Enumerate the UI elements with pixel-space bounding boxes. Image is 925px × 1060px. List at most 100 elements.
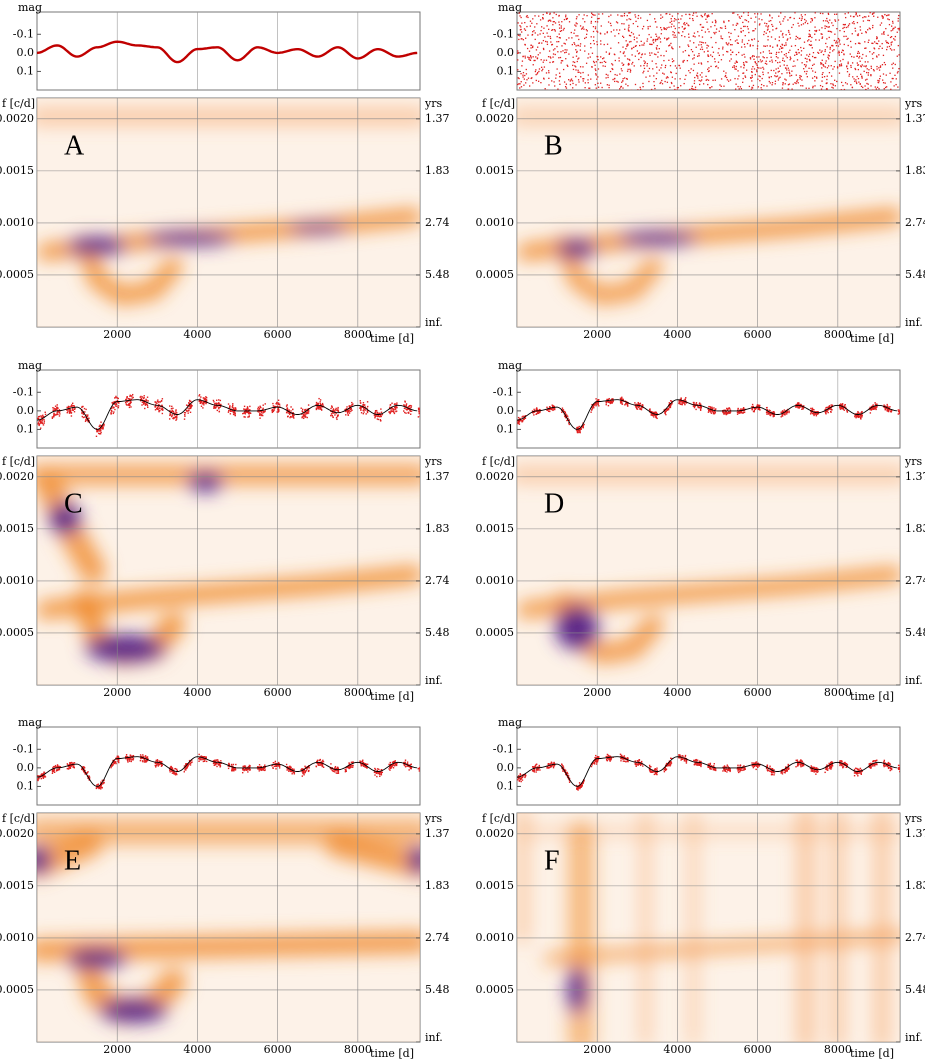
x-tick-label: 8000 [824,686,852,699]
observation-dot [589,56,591,58]
observation-dot [706,16,708,18]
observation-dot [258,414,261,416]
observation-dot [711,408,714,410]
observation-dot [873,70,875,72]
observation-dot [115,402,117,405]
observation-dot [111,765,113,767]
observation-dot [722,54,724,56]
observation-dot [668,45,670,47]
observation-dot [169,405,171,407]
observation-dot [655,416,657,418]
observation-dot [279,405,281,407]
observation-dot [759,52,762,54]
observation-dot [349,408,352,411]
observation-dot [579,49,582,51]
observation-dot [756,404,759,406]
observation-dot [888,18,890,21]
observation-dot [549,37,552,40]
observation-dot [176,773,178,776]
observation-dot [651,43,653,46]
observation-dot [404,411,406,414]
observation-dot [160,765,163,767]
observation-dot [666,81,669,83]
observation-dot [881,42,883,45]
observation-dot [173,773,175,775]
observation-dot [847,61,849,63]
observation-dot [827,56,829,58]
observation-dot [779,65,781,67]
observation-dot [745,19,748,22]
observation-dot [37,421,40,423]
observation-dot [304,414,306,417]
observation-dot [897,44,899,47]
observation-dot [793,60,795,62]
observation-dot [286,407,288,409]
observation-dot [693,406,696,409]
observation-dot [593,36,595,38]
observation-dot [380,415,382,418]
observation-dot [671,403,673,405]
observation-dot [672,31,674,33]
observation-dot [767,25,770,27]
power-ridge [556,234,663,306]
observation-dot [259,417,261,419]
observation-dot [752,65,754,68]
observation-dot [798,407,800,409]
observation-dot [333,412,335,414]
observation-dot [888,409,891,411]
observation-dot [316,405,318,407]
y-axis-label: mag [498,359,522,372]
observation-dot [517,22,519,24]
observation-dot [651,88,653,90]
observation-dot [701,76,703,78]
observation-dot [692,35,695,37]
observation-dot [597,401,599,404]
observation-dot [258,768,261,770]
observation-dot [547,35,549,37]
observation-dot [668,406,671,409]
observation-dot [811,407,814,410]
observation-dot [759,23,761,25]
observation-dot [744,25,746,28]
observation-dot [157,401,160,403]
observation-dot [38,777,40,780]
observation-dot [673,25,675,27]
observation-dot [218,410,220,413]
observation-dot [127,761,129,763]
observation-dot [395,410,398,412]
observation-dot [169,409,171,412]
observation-dot [536,57,539,59]
observation-dot [641,28,644,30]
observation-dot [262,412,264,414]
observation-dot [560,60,563,62]
observation-dot [726,407,728,410]
observation-dot [174,774,177,776]
observation-dot [264,410,266,413]
observation-dot [672,34,674,36]
observation-dot [861,57,863,59]
observation-dot [663,37,666,39]
observation-dot [580,72,582,74]
observation-dot [52,769,54,772]
observation-dot [286,766,289,768]
observation-dot [376,418,379,420]
observation-dot [698,52,700,55]
observation-dot [689,40,691,42]
observation-dot [683,22,686,24]
observation-dot [73,762,76,764]
observation-dot [156,763,158,765]
power-peak [287,223,348,234]
observation-dot [814,17,816,19]
observation-dot [139,759,142,762]
observation-dot [185,767,188,769]
power-peak [144,231,235,246]
observation-dot [362,412,365,415]
observation-dot [651,411,654,413]
observation-dot [766,413,768,415]
observation-dot [825,412,827,414]
observation-dot [523,418,525,420]
observation-dot [859,412,861,414]
observation-dot [305,413,308,415]
observation-dot [803,406,805,409]
observation-dot [605,51,607,53]
